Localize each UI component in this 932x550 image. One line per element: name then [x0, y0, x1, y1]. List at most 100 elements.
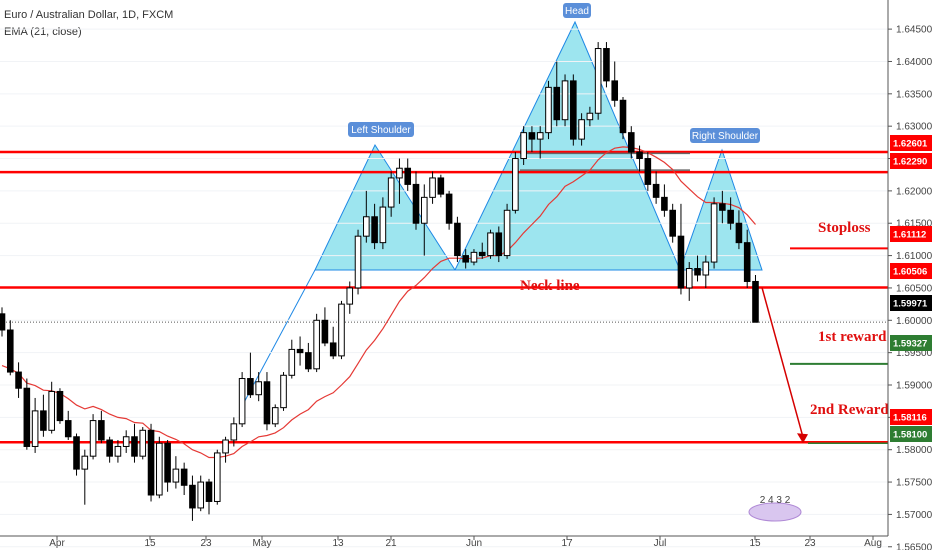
candle	[139, 427, 147, 460]
candle-body	[131, 436, 138, 457]
candle	[305, 342, 312, 373]
candle	[288, 339, 296, 379]
candle	[495, 226, 503, 263]
y-tick-label: 1.61000	[896, 251, 932, 262]
candle-body	[561, 80, 569, 121]
candle-body	[752, 280, 759, 323]
candle	[636, 145, 643, 172]
candle-body	[64, 420, 72, 438]
candle	[603, 42, 610, 88]
y-tick-label: 1.58000	[896, 445, 932, 456]
candle	[321, 307, 329, 347]
candle	[412, 171, 420, 230]
candle	[404, 158, 412, 191]
candle	[735, 210, 743, 250]
candle	[420, 184, 428, 256]
candle-body	[669, 209, 676, 237]
candle-body	[296, 348, 304, 354]
candle	[536, 126, 544, 159]
candle-body	[197, 481, 205, 509]
candle-body	[81, 455, 89, 470]
x-tick-label: 21	[385, 538, 397, 549]
price-tag-1-58116: 1.58116	[893, 413, 927, 424]
first-reward-label: 1st reward	[818, 329, 887, 345]
candle	[627, 126, 635, 159]
candle-body	[495, 232, 503, 257]
projection-arrowhead	[797, 433, 808, 444]
candle	[379, 197, 387, 250]
price-tag-1-62601-bg	[890, 135, 932, 151]
price-tag-1-59327: 1.59327	[893, 339, 927, 350]
candle	[6, 320, 14, 376]
candle	[280, 372, 287, 411]
candle	[702, 255, 710, 288]
candle-body	[545, 86, 552, 134]
candle-body	[636, 151, 643, 160]
annotation-layer: Left Shoulder Head Right Shoulder Neck line…	[348, 3, 889, 522]
watermark-badge	[748, 502, 802, 522]
candle-body	[454, 222, 461, 257]
candle	[644, 152, 652, 191]
candle-body	[578, 119, 585, 140]
candle-body	[512, 158, 519, 211]
candle	[48, 381, 55, 434]
candle-body	[379, 206, 387, 244]
candle-body	[429, 177, 436, 198]
candle-body	[205, 481, 213, 502]
candle-body	[156, 442, 163, 496]
candle-body	[520, 132, 527, 160]
candle	[561, 74, 569, 127]
candle	[396, 158, 403, 204]
candle	[363, 190, 370, 243]
x-tick-label: Jun	[466, 538, 482, 549]
x-tick-label: Aug	[864, 538, 882, 549]
candle-body	[321, 319, 329, 344]
candle-body	[470, 251, 478, 263]
candle-body	[603, 48, 610, 82]
candle-body	[387, 177, 395, 208]
candle	[180, 462, 188, 495]
candle-body	[710, 203, 718, 263]
price-tag-1-62601: 1.62601	[893, 139, 928, 150]
y-tick-label: 1.56500	[896, 542, 932, 550]
candle	[652, 171, 660, 204]
x-tick-label: 17	[561, 538, 573, 549]
candle-body	[735, 222, 743, 244]
candle	[147, 423, 155, 502]
candle-body	[528, 132, 536, 140]
candle-body	[661, 196, 668, 211]
candle-body	[743, 242, 751, 282]
candle	[89, 414, 97, 460]
candle-body	[0, 313, 6, 331]
candle	[429, 171, 436, 204]
candle-body	[727, 209, 734, 224]
neck-line-label: Neck line	[520, 278, 580, 294]
candle	[470, 249, 478, 266]
candle	[64, 410, 72, 440]
candle-body	[719, 203, 726, 211]
price-tag-1-60506: 1.60506	[893, 267, 927, 278]
candle	[445, 190, 453, 230]
candle-body	[594, 48, 602, 114]
price-tag-1-58116-bg	[890, 409, 932, 425]
price-tag-1-61112-bg	[890, 226, 932, 242]
price-tag-1-62290: 1.62290	[893, 157, 927, 168]
candle	[545, 80, 552, 140]
candle-body	[445, 193, 453, 224]
candle	[594, 42, 602, 120]
x-tick-label: May	[253, 538, 272, 549]
candle-body	[652, 183, 660, 198]
candle	[520, 126, 527, 165]
candle	[462, 249, 469, 269]
candle	[31, 397, 39, 453]
candle-body	[702, 261, 710, 276]
candle	[619, 97, 627, 140]
candle-body	[478, 251, 486, 257]
candle	[743, 229, 751, 288]
candle	[263, 372, 271, 431]
candle	[230, 417, 238, 447]
candle-body	[213, 452, 221, 502]
left-shoulder-label: Left Shoulder	[351, 125, 411, 136]
candle	[694, 255, 701, 282]
